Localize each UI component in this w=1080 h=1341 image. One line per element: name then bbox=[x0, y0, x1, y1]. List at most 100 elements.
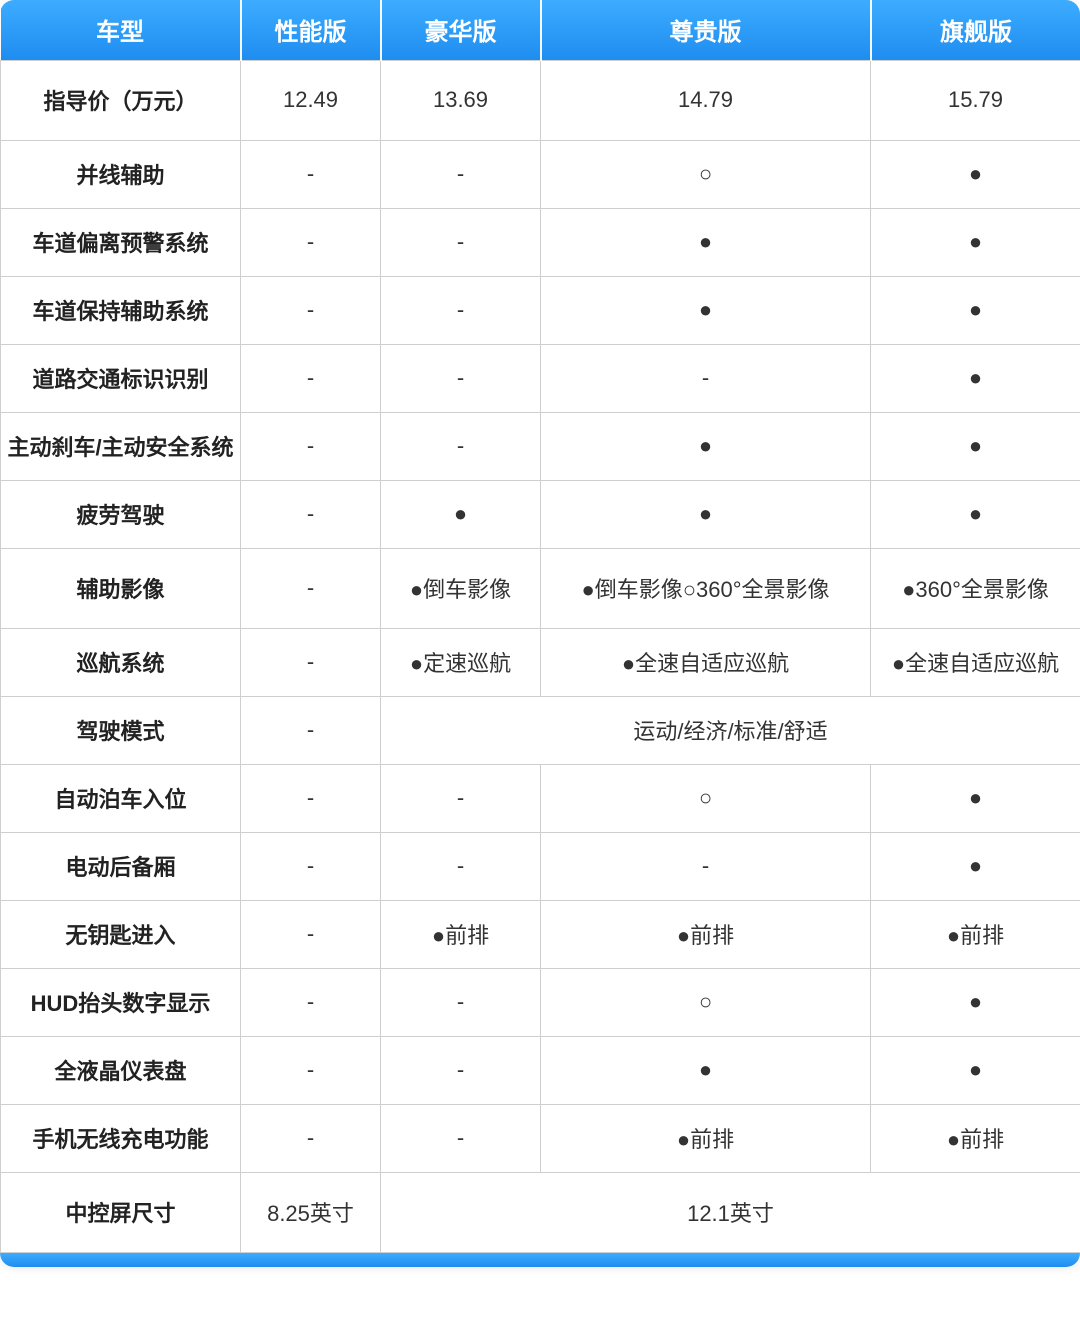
row-label: 道路交通标识识别 bbox=[1, 344, 241, 412]
spec-cell: - bbox=[241, 412, 381, 480]
table-row: 中控屏尺寸8.25英寸12.1英寸 bbox=[1, 1172, 1080, 1252]
header-cell-trim-1: 性能版 bbox=[241, 0, 381, 60]
spec-cell: ○ bbox=[541, 968, 871, 1036]
spec-cell: ● bbox=[871, 1036, 1080, 1104]
row-label: 无钥匙进入 bbox=[1, 900, 241, 968]
spec-cell: 14.79 bbox=[541, 60, 871, 140]
spec-cell: ● bbox=[871, 276, 1080, 344]
spec-cell: ● bbox=[541, 208, 871, 276]
row-label: HUD抬头数字显示 bbox=[1, 968, 241, 1036]
spec-cell: - bbox=[381, 208, 541, 276]
spec-cell: - bbox=[241, 968, 381, 1036]
spec-cell: - bbox=[241, 344, 381, 412]
row-label: 辅助影像 bbox=[1, 548, 241, 628]
spec-cell: - bbox=[241, 832, 381, 900]
spec-cell: - bbox=[381, 1036, 541, 1104]
spec-cell: - bbox=[381, 968, 541, 1036]
table-row: 疲劳驾驶-●●● bbox=[1, 480, 1080, 548]
spec-cell: ○ bbox=[541, 140, 871, 208]
spec-cell: ● bbox=[871, 764, 1080, 832]
spec-cell: ○ bbox=[541, 764, 871, 832]
spec-cell: ● bbox=[541, 276, 871, 344]
row-label: 全液晶仪表盘 bbox=[1, 1036, 241, 1104]
table-row: 手机无线充电功能--●前排●前排 bbox=[1, 1104, 1080, 1172]
spec-cell: - bbox=[541, 832, 871, 900]
row-label: 并线辅助 bbox=[1, 140, 241, 208]
spec-cell: ● bbox=[541, 412, 871, 480]
spec-cell: ●倒车影像 bbox=[381, 548, 541, 628]
spec-cell: ●前排 bbox=[541, 900, 871, 968]
spec-cell: - bbox=[381, 276, 541, 344]
spec-cell: - bbox=[241, 1036, 381, 1104]
row-label: 驾驶模式 bbox=[1, 696, 241, 764]
row-label: 手机无线充电功能 bbox=[1, 1104, 241, 1172]
row-label: 车道保持辅助系统 bbox=[1, 276, 241, 344]
table-row: HUD抬头数字显示--○● bbox=[1, 968, 1080, 1036]
spec-cell: - bbox=[381, 412, 541, 480]
table-row: 道路交通标识识别---● bbox=[1, 344, 1080, 412]
spec-cell: - bbox=[381, 344, 541, 412]
spec-cell: ●360°全景影像 bbox=[871, 548, 1080, 628]
table-row: 并线辅助--○● bbox=[1, 140, 1080, 208]
table-row: 辅助影像-●倒车影像●倒车影像○360°全景影像●360°全景影像 bbox=[1, 548, 1080, 628]
spec-cell: - bbox=[241, 208, 381, 276]
spec-cell: ● bbox=[871, 344, 1080, 412]
row-label: 巡航系统 bbox=[1, 628, 241, 696]
row-label: 疲劳驾驶 bbox=[1, 480, 241, 548]
spec-cell: ● bbox=[541, 480, 871, 548]
footer-accent-bar bbox=[0, 1253, 1080, 1267]
header-row: 车型 性能版 豪华版 尊贵版 旗舰版 bbox=[1, 0, 1080, 60]
spec-cell: - bbox=[241, 900, 381, 968]
spec-cell: ● bbox=[541, 1036, 871, 1104]
spec-cell: 13.69 bbox=[381, 60, 541, 140]
table-row: 电动后备厢---● bbox=[1, 832, 1080, 900]
spec-cell: ● bbox=[871, 208, 1080, 276]
spec-cell: 8.25英寸 bbox=[241, 1172, 381, 1252]
spec-cell: ●定速巡航 bbox=[381, 628, 541, 696]
table-row: 主动刹车/主动安全系统--●● bbox=[1, 412, 1080, 480]
row-label: 指导价（万元） bbox=[1, 60, 241, 140]
table-row: 无钥匙进入-●前排●前排●前排 bbox=[1, 900, 1080, 968]
spec-cell: - bbox=[241, 480, 381, 548]
spec-cell: ● bbox=[871, 480, 1080, 548]
header-cell-trim-2: 豪华版 bbox=[381, 0, 541, 60]
spec-cell: 12.49 bbox=[241, 60, 381, 140]
table-row: 全液晶仪表盘--●● bbox=[1, 1036, 1080, 1104]
spec-table: 车型 性能版 豪华版 尊贵版 旗舰版 指导价（万元）12.4913.6914.7… bbox=[0, 0, 1080, 1253]
spec-cell: - bbox=[381, 1104, 541, 1172]
row-label: 中控屏尺寸 bbox=[1, 1172, 241, 1252]
header-cell-model: 车型 bbox=[1, 0, 241, 60]
spec-cell: - bbox=[541, 344, 871, 412]
table-row: 车道保持辅助系统--●● bbox=[1, 276, 1080, 344]
row-label: 车道偏离预警系统 bbox=[1, 208, 241, 276]
spec-cell: - bbox=[381, 764, 541, 832]
row-label: 电动后备厢 bbox=[1, 832, 241, 900]
spec-body: 指导价（万元）12.4913.6914.7915.79并线辅助--○●车道偏离预… bbox=[1, 60, 1080, 1252]
row-label: 主动刹车/主动安全系统 bbox=[1, 412, 241, 480]
spec-cell: ●倒车影像○360°全景影像 bbox=[541, 548, 871, 628]
spec-cell: - bbox=[241, 696, 381, 764]
spec-cell: - bbox=[241, 140, 381, 208]
spec-cell: - bbox=[241, 548, 381, 628]
spec-cell: ●全速自适应巡航 bbox=[871, 628, 1080, 696]
spec-cell: 15.79 bbox=[871, 60, 1080, 140]
table-row: 指导价（万元）12.4913.6914.7915.79 bbox=[1, 60, 1080, 140]
spec-cell: ● bbox=[381, 480, 541, 548]
spec-cell: ● bbox=[871, 412, 1080, 480]
header-cell-trim-4: 旗舰版 bbox=[871, 0, 1080, 60]
spec-cell: ●全速自适应巡航 bbox=[541, 628, 871, 696]
spec-cell: - bbox=[241, 764, 381, 832]
table-row: 自动泊车入位--○● bbox=[1, 764, 1080, 832]
spec-cell: - bbox=[241, 628, 381, 696]
spec-cell: - bbox=[381, 140, 541, 208]
spec-cell: ●前排 bbox=[871, 1104, 1080, 1172]
spec-cell: ●前排 bbox=[381, 900, 541, 968]
table-row: 巡航系统-●定速巡航●全速自适应巡航●全速自适应巡航 bbox=[1, 628, 1080, 696]
spec-cell: ● bbox=[871, 968, 1080, 1036]
spec-cell: ●前排 bbox=[541, 1104, 871, 1172]
spec-cell: - bbox=[241, 276, 381, 344]
header-cell-trim-3: 尊贵版 bbox=[541, 0, 871, 60]
table-row: 车道偏离预警系统--●● bbox=[1, 208, 1080, 276]
spec-cell: 12.1英寸 bbox=[381, 1172, 1080, 1252]
spec-cell: ● bbox=[871, 140, 1080, 208]
